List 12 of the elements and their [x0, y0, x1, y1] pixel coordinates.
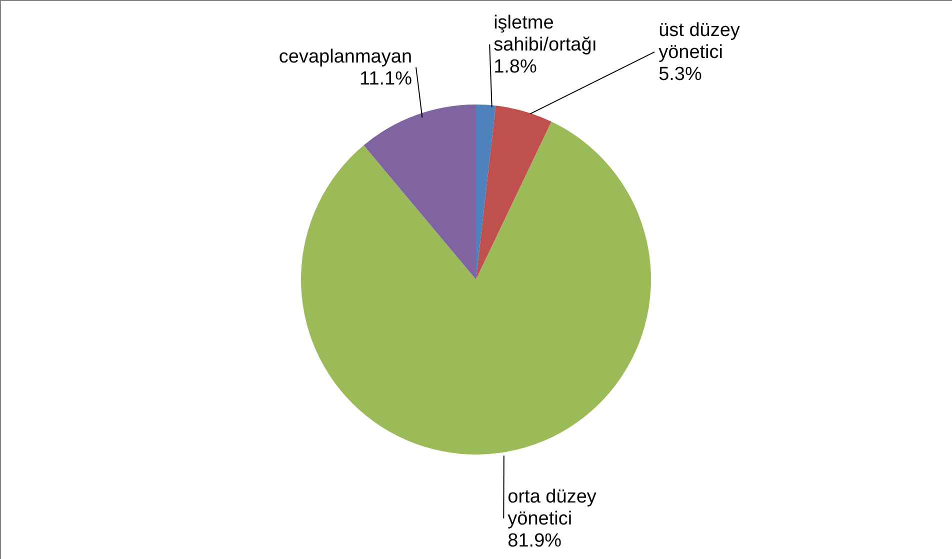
- slice-label: orta düzey yönetici: [508, 486, 597, 530]
- data-label: 11.1%: [360, 68, 412, 90]
- pie-slice: [301, 122, 651, 454]
- data-label: 1.8%: [494, 56, 537, 78]
- slice-label: işletme sahibi/ortağı: [494, 12, 598, 56]
- slice-label: üst düzey yönetici: [658, 20, 740, 63]
- data-label: 5.3%: [658, 64, 702, 85]
- data-label: 81.9%: [508, 530, 562, 552]
- pie-slice: [476, 104, 496, 280]
- pie-slice: [476, 106, 552, 280]
- slice-label: cevaplanmayan: [278, 46, 412, 68]
- pie-slice: [364, 104, 476, 280]
